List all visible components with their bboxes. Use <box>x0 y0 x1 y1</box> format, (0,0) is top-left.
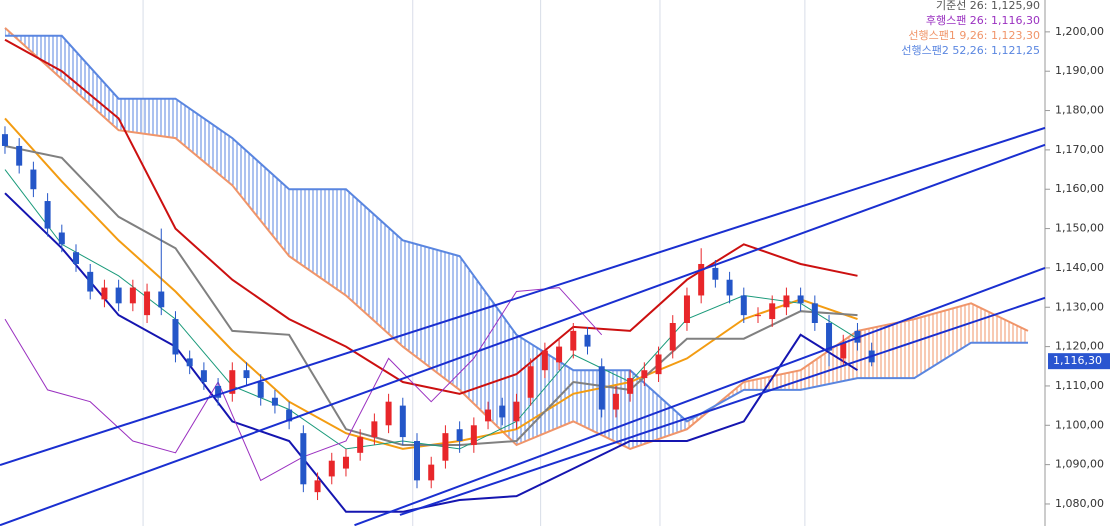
candle-body <box>456 429 463 442</box>
y-tick-label: 1,150,00 <box>1055 222 1104 235</box>
candle-body <box>797 295 804 304</box>
candle-body <box>683 295 690 323</box>
candle-body <box>485 409 492 422</box>
candle-body <box>385 401 392 426</box>
candle-body <box>243 370 250 379</box>
candle-body <box>200 370 207 383</box>
y-tick-label: 1,140,00 <box>1055 261 1104 274</box>
candle-body <box>257 382 264 398</box>
y-tick-label: 1,080,00 <box>1055 497 1104 510</box>
y-tick-label: 1,120,00 <box>1055 340 1104 353</box>
y-tick-label: 1,170,00 <box>1055 143 1104 156</box>
candle-body <box>73 252 80 264</box>
candle-body <box>570 330 577 351</box>
candle-body <box>470 425 477 445</box>
candle-body <box>186 358 193 367</box>
candle-body <box>87 271 94 292</box>
candle-body <box>598 366 605 410</box>
cloud-segment <box>630 370 687 449</box>
candle-body <box>172 319 179 355</box>
candle-body <box>357 437 364 453</box>
price-tag <box>1048 353 1110 370</box>
legend-entry: 후행스팬 26: 1,116,30 <box>926 14 1040 27</box>
y-tick-label: 1,190,00 <box>1055 64 1104 77</box>
cloud-segment <box>175 98 233 186</box>
candle-body <box>754 315 761 317</box>
candle-body <box>1 134 8 146</box>
candle-body <box>371 421 378 438</box>
candle-body <box>513 401 520 422</box>
cloud-segment <box>289 189 346 296</box>
legend-entry: 기준선 26: 1,125,90 <box>936 0 1040 12</box>
cloud-span <box>5 34 1028 423</box>
candle-body <box>16 145 23 166</box>
candle-body <box>783 295 790 308</box>
cloud-segment <box>914 303 972 379</box>
indicator-line <box>4 192 859 513</box>
legend-entry: 선행스팬2 52,26: 1,121,25 <box>901 44 1040 57</box>
candle-body <box>698 263 705 296</box>
candle-body <box>215 385 222 398</box>
candle-body <box>271 397 278 406</box>
candle-body <box>556 346 563 363</box>
candle-body <box>641 370 648 379</box>
candle-body <box>655 354 662 375</box>
candle-body <box>44 201 51 229</box>
y-tick-label: 1,160,00 <box>1055 182 1104 195</box>
cloud-segment <box>971 303 1028 343</box>
candle-body <box>300 433 307 485</box>
candle-body <box>101 287 108 300</box>
candle-body <box>584 334 591 347</box>
y-tick-label: 1,100,00 <box>1055 418 1104 431</box>
candle-body <box>669 322 676 351</box>
candle-body <box>286 409 293 422</box>
candle-body <box>328 460 335 477</box>
y-tick-label: 1,200,00 <box>1055 25 1104 38</box>
candle-body <box>158 291 165 308</box>
candle-body <box>769 303 776 320</box>
trend-line <box>399 296 1046 516</box>
candle-body <box>499 405 506 418</box>
y-tick-label: 1,180,00 <box>1055 104 1104 117</box>
candle-body <box>58 232 65 245</box>
candle-body <box>826 322 833 351</box>
candle-body <box>612 393 619 410</box>
y-tick-label: 1,110,00 <box>1055 379 1104 392</box>
candle-body <box>840 342 847 359</box>
candle-body <box>399 405 406 438</box>
cloud-segment <box>402 240 460 390</box>
candle-body <box>129 287 136 304</box>
candle-body <box>30 169 37 190</box>
candle-body <box>115 287 122 304</box>
candle-body <box>527 366 534 398</box>
trend-line <box>354 266 1046 526</box>
price-tag-label: 1,116,30 <box>1053 354 1102 367</box>
candle-body <box>712 267 719 280</box>
candle-body <box>442 433 449 461</box>
candle-body <box>541 350 548 371</box>
candle-body <box>229 370 236 394</box>
candle-body <box>627 378 634 394</box>
candle-body <box>414 441 421 481</box>
trend-line <box>0 126 1046 466</box>
candle-body <box>342 456 349 469</box>
candle-body <box>726 279 733 296</box>
cloud-segment <box>118 98 176 139</box>
candle-body <box>811 303 818 323</box>
y-tick-label: 1,130,00 <box>1055 300 1104 313</box>
candle-body <box>428 464 435 481</box>
trend-line <box>0 143 1046 526</box>
y-tick-label: 1,090,00 <box>1055 458 1104 471</box>
legend-entry: 선행스팬1 9,26: 1,123,30 <box>908 29 1040 42</box>
cloud-segment <box>232 138 290 257</box>
candle-body <box>740 295 747 316</box>
candle-body <box>144 291 151 316</box>
candle-body <box>314 480 321 493</box>
